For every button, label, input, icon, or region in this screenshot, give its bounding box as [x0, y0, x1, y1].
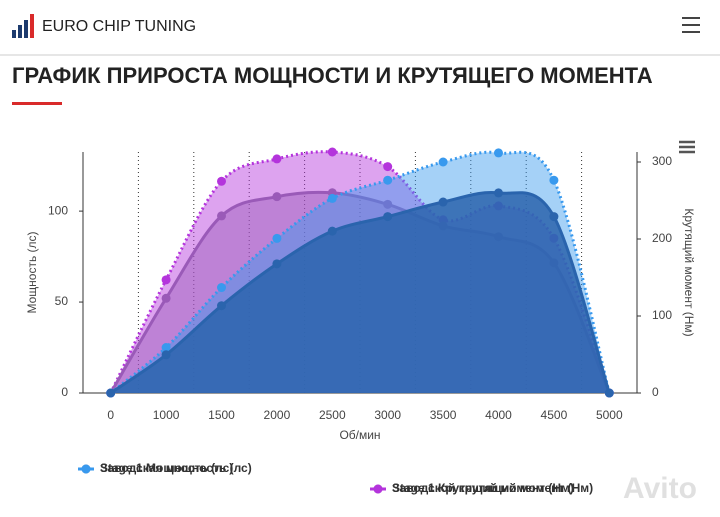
point	[161, 343, 171, 353]
point	[217, 301, 226, 311]
x-tick-label: 4000	[485, 408, 512, 422]
watermark: Avito	[623, 472, 697, 505]
y2-tick-label: 200	[652, 231, 672, 245]
y2-tick-label: 0	[652, 385, 659, 399]
y-tick-label: 50	[55, 294, 69, 308]
x-tick-label: 1000	[153, 408, 180, 422]
point	[383, 199, 393, 209]
point	[161, 350, 171, 360]
area	[110, 192, 610, 393]
title-underline	[12, 102, 62, 105]
y2-axis-title: Крутящий момент (Нм)	[682, 208, 696, 336]
point	[272, 192, 282, 202]
y-tick-label: 0	[61, 385, 68, 399]
line	[109, 150, 611, 395]
point	[383, 212, 393, 222]
y2-tick-label: 300	[652, 154, 672, 168]
x-axis-title: Об/мин	[339, 428, 380, 442]
logo-icon	[12, 14, 34, 38]
legend-marker	[373, 484, 383, 494]
point	[106, 388, 116, 398]
point	[217, 283, 226, 293]
x-tick-label: 3500	[430, 408, 457, 422]
y2-tick-label: 100	[652, 308, 672, 322]
point	[383, 162, 393, 172]
point	[161, 275, 171, 285]
point	[604, 388, 614, 398]
point	[438, 157, 448, 167]
legend-label[interactable]: Stage 1 Крутящий момент (Нм)	[392, 481, 574, 495]
point	[217, 211, 226, 221]
page-title: ГРАФИК ПРИРОСТА МОЩНОСТИ И КРУТЯЩЕГО МОМ…	[12, 63, 653, 88]
y-axis-title: Мощность (лс)	[25, 231, 39, 313]
point	[272, 259, 282, 269]
point	[549, 212, 559, 222]
x-tick-label: 5000	[596, 408, 623, 422]
logo-text[interactable]: EURO CHIP TUNING	[42, 18, 196, 35]
point	[494, 148, 503, 158]
x-tick-label: 2000	[264, 408, 291, 422]
point	[438, 197, 448, 207]
legend-label[interactable]: Заводской крутящий момент (Нм)	[392, 481, 593, 495]
point	[327, 147, 337, 157]
x-tick-label: 3000	[374, 408, 401, 422]
legend-label[interactable]: Stage 1 Мощность (лс)	[100, 461, 233, 475]
y-tick-label: 100	[48, 203, 68, 217]
x-tick-label: 1500	[208, 408, 235, 422]
point	[327, 193, 337, 203]
chart-menu[interactable]	[679, 140, 695, 154]
x-tick-label: 0	[107, 408, 114, 422]
x-tick-label: 2500	[319, 408, 346, 422]
point	[383, 175, 393, 185]
point	[327, 226, 337, 236]
point	[217, 176, 226, 186]
point	[272, 154, 282, 164]
legend-marker	[81, 464, 91, 474]
point	[494, 188, 503, 198]
x-tick-label: 4500	[541, 408, 568, 422]
point	[161, 293, 171, 303]
legend-label[interactable]: Заводская мощность (лс)	[100, 461, 252, 475]
point	[272, 233, 282, 243]
point	[549, 175, 559, 185]
menu-button[interactable]	[682, 17, 700, 33]
